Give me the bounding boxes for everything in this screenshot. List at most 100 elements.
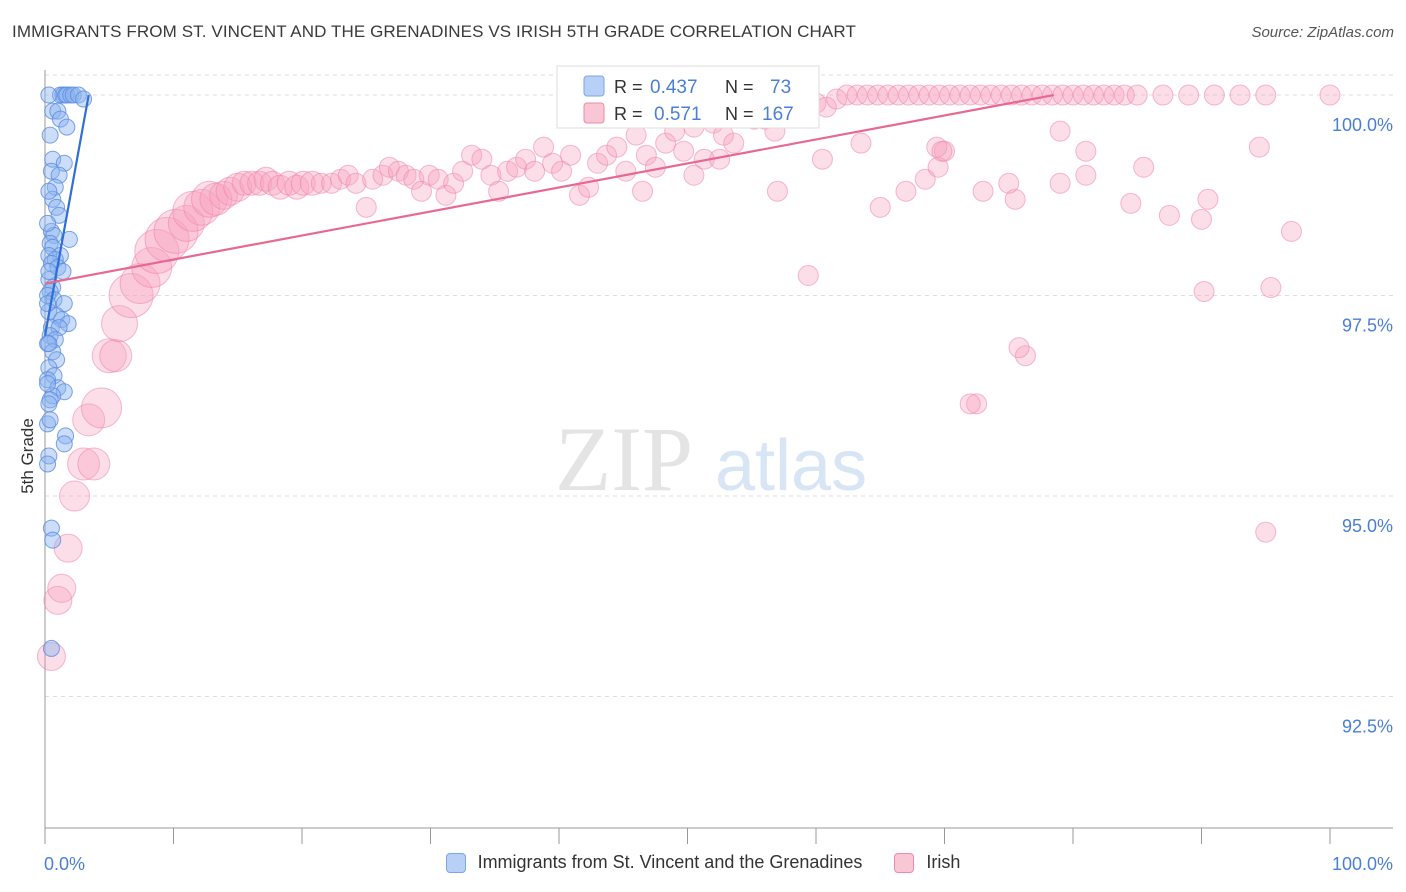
irish-point [723,132,745,154]
irish-point [766,180,788,202]
irish-point [215,176,245,206]
immigrants-point [40,262,58,280]
irish-series [36,84,1341,671]
irish-point [47,573,77,603]
immigrants-point [44,343,62,361]
irish-point [673,140,695,162]
immigrants-point [42,639,60,657]
y-axis-label: 5th Grade [18,418,37,494]
irish-point [99,339,133,373]
stats-r-label-1: R = [614,77,648,97]
irish-point [1203,84,1225,106]
legend-item-immigrants[interactable]: Immigrants from St. Vincent and the Gren… [445,852,863,873]
irish-point [276,170,302,196]
irish-point [542,152,564,174]
irish-point [959,393,981,415]
irish-point [471,148,493,170]
stats-n-value-1: 73 [770,77,791,98]
stats-n-value-2: 167 [762,104,794,125]
irish-point [972,180,994,202]
irish-point [81,387,123,429]
y-tick-label: 95.0% [1342,516,1393,536]
irish-point [683,164,705,186]
irish-point [1049,120,1071,142]
irish-point [1248,136,1270,158]
chart-title: IMMIGRANTS FROM ST. VINCENT AND THE GREN… [12,22,856,41]
irish-point [443,172,465,194]
stats-swatch-blue [583,75,605,97]
irish-point [337,164,359,186]
stats-r-label-2: R = [614,104,648,124]
legend-swatch-blue [445,852,466,873]
irish-point [506,156,528,178]
irish-point [533,136,555,158]
trend-lines [43,93,1054,336]
stats-r-value-2: 0.571 [654,104,702,125]
y-tick-label: 92.5% [1342,717,1393,737]
irish-point [101,305,139,343]
irish-point [355,196,377,218]
irish-point [515,148,537,170]
irish-point [1152,84,1174,106]
immigrants-point [58,86,76,104]
irish-point [59,480,91,512]
irish-trend-line [44,93,1054,285]
immigrants-point [75,90,93,108]
immigrants-point [40,182,58,200]
irish-point [167,204,205,242]
irish-point [1008,337,1030,359]
stats-box: R = 0.437 N = 73 R = 0.571 N = 167 [556,65,820,129]
immigrants-point [41,126,59,144]
irish-point [1255,521,1277,543]
immigrants-point [64,86,82,104]
irish-point [153,208,199,254]
immigrants-point [44,531,62,549]
irish-point [895,180,917,202]
irish-point [452,160,474,182]
irish-point [1280,220,1302,242]
immigrants-point [42,162,60,180]
legend-swatch-pink [894,852,915,873]
irish-point [77,447,111,481]
legend-label-immigrants: Immigrants from St. Vincent and the Gren… [477,852,863,872]
immigrants-point [41,411,59,429]
irish-point [524,160,546,182]
irish-point [1193,281,1215,303]
irish-point [488,180,510,202]
irish-point [134,228,180,274]
irish-point [606,136,628,158]
x-tick-label-max: 100.0% [1332,854,1393,874]
irish-point [1120,192,1142,214]
irish-point [560,144,582,166]
irish-point [345,172,367,194]
immigrants-point [39,295,57,313]
irish-point [850,132,872,154]
irish-point [290,170,316,196]
watermark-atlas: atlas [715,426,867,506]
immigrants-point [39,214,57,232]
irish-point [914,168,936,190]
irish-point [72,403,106,437]
irish-point [1113,84,1135,106]
legend-item-irish[interactable]: Irish [894,852,960,873]
immigrants-point [58,118,76,136]
stats-r-value-1: 0.437 [650,77,698,98]
immigrants-point [59,315,77,333]
irish-point [1319,84,1341,106]
stats-n-label-2: N = [725,104,759,124]
irish-point [1260,277,1282,299]
immigrants-point [39,455,57,473]
irish-point [284,174,310,200]
immigrants-trend-line [43,94,90,336]
y-tick-label: 100.0% [1332,115,1393,135]
source-credit[interactable]: Source: ZipAtlas.com [1251,24,1394,41]
irish-point [1255,84,1277,106]
irish-point [1004,188,1026,210]
immigrants-point [39,375,57,393]
irish-point [1197,188,1219,210]
immigrants-point [40,86,58,104]
irish-point [1133,156,1155,178]
irish-point [435,184,457,206]
svg-immigrants-series [39,86,93,657]
irish-point [632,180,654,202]
